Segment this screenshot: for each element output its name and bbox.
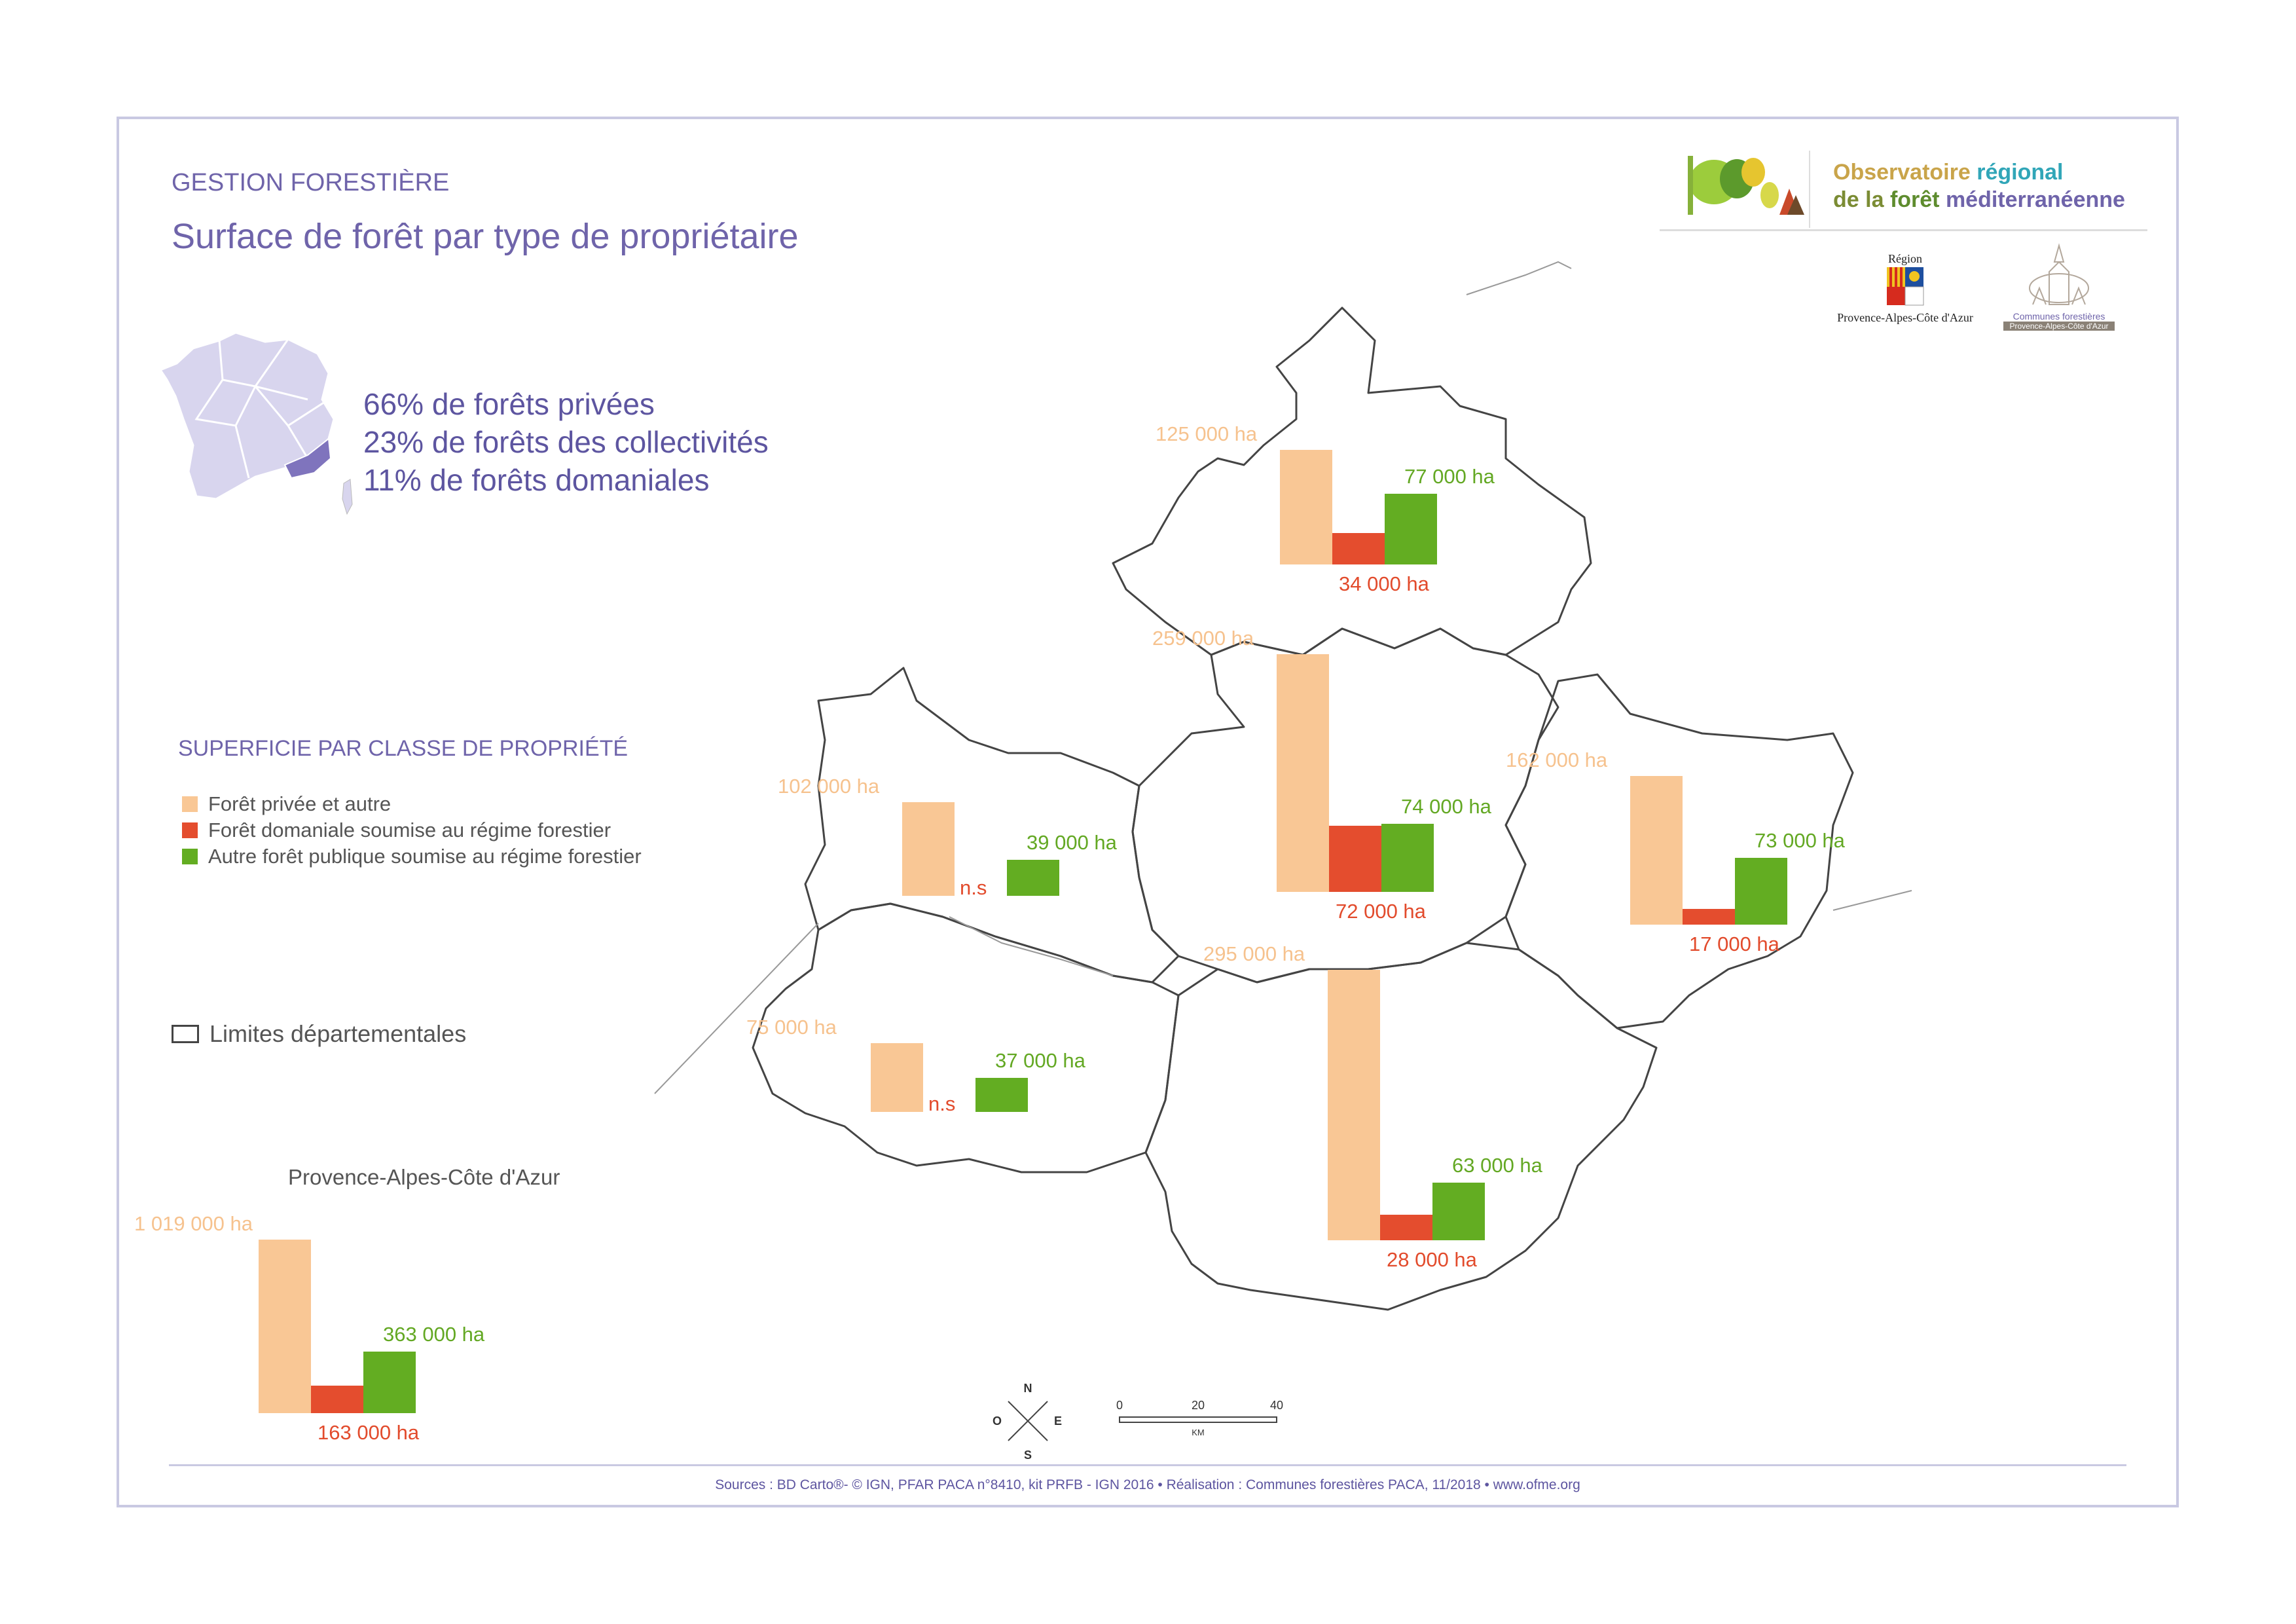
compass-s: S <box>1024 1449 1032 1460</box>
scale-unit: KM <box>1192 1428 1205 1437</box>
bar-center-1 <box>1329 826 1381 892</box>
bar-label-total-1: 163 000 ha <box>318 1421 420 1444</box>
bar-label-center-0: 259 000 ha <box>1152 627 1254 650</box>
scale-tick: 20 <box>1192 1399 1205 1412</box>
bar-south-2 <box>1432 1182 1485 1240</box>
region-total-title: Provence-Alpes-Côte d'Azur <box>288 1165 560 1189</box>
bar-total-0 <box>259 1240 311 1413</box>
compass-o: O <box>993 1414 1002 1428</box>
dept-boundary-vaucluse <box>804 667 1180 984</box>
france-inset-map <box>158 331 353 515</box>
bar-center-0 <box>1277 654 1329 892</box>
bar-east-1 <box>1683 909 1735 925</box>
bar-label-south-0: 295 000 ha <box>1203 942 1305 965</box>
logo-divider <box>1809 151 1810 228</box>
bar-label-center-2: 74 000 ha <box>1401 795 1491 819</box>
scale-tick: 0 <box>1116 1399 1123 1412</box>
bar-north-1 <box>1332 533 1385 564</box>
bar-label-total-0: 1 019 000 ha <box>134 1212 253 1236</box>
legend-item-limits: Limites départementales <box>172 1020 466 1048</box>
bar-center-2 <box>1381 824 1434 892</box>
region-logo: Région Provence-Alpes-Côte d'Azur <box>1813 252 1997 325</box>
limits-swatch-icon <box>172 1025 199 1043</box>
legend-label: Autre forêt publique soumise au régime f… <box>208 845 642 868</box>
bar-label-west-0: 102 000 ha <box>778 775 880 798</box>
bar-label-southwest-1: n.s <box>928 1092 956 1115</box>
legend-label: Forêt privée et autre <box>208 792 392 815</box>
footer-sources: Sources : BD Carto®- © IGN, PFAR PACA n°… <box>169 1477 2126 1493</box>
footer-url-link[interactable]: www.ofme.org <box>1493 1477 1580 1492</box>
bar-southwest-2 <box>975 1078 1028 1112</box>
paca-highlight <box>283 437 332 479</box>
region-shield-icon <box>1887 267 1924 306</box>
bar-north-0 <box>1280 450 1332 564</box>
scale-tick: 40 <box>1270 1399 1283 1412</box>
bar-label-southwest-2: 37 000 ha <box>995 1049 1085 1073</box>
footer-rule <box>169 1464 2126 1466</box>
bar-north-2 <box>1385 494 1437 564</box>
bar-total-1 <box>311 1385 363 1413</box>
communes-line1: Communes forestières <box>2013 311 2105 322</box>
bar-label-north-1: 34 000 ha <box>1339 572 1429 595</box>
bar-label-total-2: 363 000 ha <box>383 1322 485 1346</box>
dept-boundary-var <box>1144 942 1658 1311</box>
legend-label: Limites départementales <box>210 1020 467 1047</box>
communes-logo-icon <box>2029 243 2089 305</box>
border-italy <box>1466 261 1912 911</box>
bar-south-0 <box>1328 970 1380 1240</box>
bar-southwest-0 <box>871 1043 923 1112</box>
bar-west-2 <box>1007 860 1059 896</box>
legend-item-private: Forêt privée et autre <box>182 792 391 816</box>
bar-east-2 <box>1735 857 1787 925</box>
bar-west-0 <box>902 802 955 896</box>
legend-swatch-public <box>182 849 198 864</box>
legend-label: Forêt domaniale soumise au régime forest… <box>208 819 611 841</box>
bar-label-north-2: 77 000 ha <box>1404 465 1495 489</box>
bar-label-west-2: 39 000 ha <box>1027 831 1117 855</box>
france-shape <box>158 331 335 500</box>
page-frame <box>117 117 2179 1507</box>
compass-rose-icon: N S E O <box>993 1382 1062 1460</box>
dept-boundary-hautes-alpes <box>1112 306 1592 656</box>
compass-e: E <box>1054 1414 1062 1428</box>
scale-bar: 0 20 40 KM <box>1116 1399 1283 1437</box>
bar-east-0 <box>1630 776 1683 925</box>
page-title: Surface de forêt par type de propriétair… <box>172 217 799 256</box>
bar-label-north-0: 125 000 ha <box>1156 422 1258 445</box>
dept-boundary-alpes-maritimes <box>1504 673 1854 1029</box>
legend-item-domanial: Forêt domaniale soumise au régime forest… <box>182 819 611 842</box>
dept-boundary-bouches-du-rhone <box>752 902 1180 1173</box>
corsica-shape <box>342 479 353 515</box>
region-logo-top: Région <box>1888 252 1922 265</box>
bar-label-west-1: n.s <box>960 876 987 899</box>
stat-collectivities: 23% de forêts des collectivités <box>363 425 769 459</box>
bar-label-east-1: 17 000 ha <box>1689 932 1779 955</box>
communes-logo: Communes forestières Provence-Alpes-Côte… <box>2003 242 2115 331</box>
bar-label-east-0: 162 000 ha <box>1506 748 1608 772</box>
ofme-logo-text: Observatoire régional de la forêt médite… <box>1833 160 2125 212</box>
stat-domanial: 11% de forêts domaniales <box>363 463 710 497</box>
legend-title: SUPERFICIE PAR CLASSE DE PROPRIÉTÉ <box>178 736 629 761</box>
dept-boundary-alpes-de-haute-provence <box>1131 627 1559 984</box>
river-durance <box>654 916 1114 1094</box>
legend-item-public: Autre forêt publique soumise au régime f… <box>182 845 642 868</box>
bar-label-center-1: 72 000 ha <box>1336 900 1426 923</box>
footer-sources-text: Sources : BD Carto®- © IGN, PFAR PACA n°… <box>715 1477 1493 1492</box>
bar-label-east-2: 73 000 ha <box>1755 828 1845 852</box>
stat-private: 66% de forêts privées <box>363 387 655 421</box>
bar-label-south-1: 28 000 ha <box>1387 1248 1477 1271</box>
legend-swatch-private <box>182 796 198 812</box>
legend-swatch-domanial <box>182 822 198 838</box>
compass-n: N <box>1024 1382 1032 1395</box>
bar-total-2 <box>363 1351 416 1413</box>
communes-line2: Provence-Alpes-Côte d'Azur <box>2003 322 2115 331</box>
bar-label-south-2: 63 000 ha <box>1452 1153 1542 1177</box>
bar-label-southwest-0: 75 000 ha <box>746 1016 837 1039</box>
region-logo-bottom: Provence-Alpes-Côte d'Azur <box>1837 311 1973 324</box>
section-label: GESTION FORESTIÈRE <box>172 169 450 196</box>
bar-south-1 <box>1380 1214 1432 1240</box>
logo-underline <box>1660 229 2147 231</box>
ofme-logo-icon <box>1688 156 1804 215</box>
